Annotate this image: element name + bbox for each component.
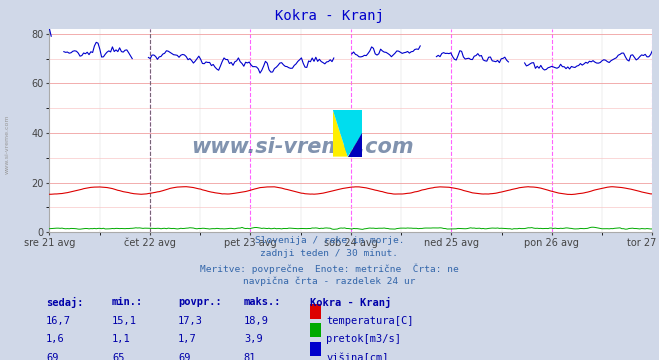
Text: maks.:: maks.:	[244, 297, 281, 307]
Text: 16,7: 16,7	[46, 316, 71, 326]
Text: Slovenija / reke in morje.: Slovenija / reke in morje.	[255, 236, 404, 245]
Text: 15,1: 15,1	[112, 316, 137, 326]
Text: zadnji teden / 30 minut.: zadnji teden / 30 minut.	[260, 249, 399, 258]
Text: Kokra - Kranj: Kokra - Kranj	[275, 9, 384, 23]
Text: 1,6: 1,6	[46, 334, 65, 345]
Text: 1,1: 1,1	[112, 334, 130, 345]
Text: 3,9: 3,9	[244, 334, 262, 345]
Text: višina[cm]: višina[cm]	[326, 353, 389, 360]
Text: 69: 69	[178, 353, 190, 360]
Polygon shape	[333, 110, 348, 157]
Text: navpična črta - razdelek 24 ur: navpična črta - razdelek 24 ur	[243, 277, 416, 286]
Text: 18,9: 18,9	[244, 316, 269, 326]
Text: 1,7: 1,7	[178, 334, 196, 345]
Text: povpr.:: povpr.:	[178, 297, 221, 307]
Text: Kokra - Kranj: Kokra - Kranj	[310, 297, 391, 308]
Text: min.:: min.:	[112, 297, 143, 307]
Polygon shape	[348, 133, 362, 157]
Text: www.si-vreme.com: www.si-vreme.com	[191, 137, 414, 157]
Text: sedaj:: sedaj:	[46, 297, 84, 308]
Polygon shape	[333, 110, 362, 157]
Text: 69: 69	[46, 353, 59, 360]
Text: www.si-vreme.com: www.si-vreme.com	[5, 114, 10, 174]
Text: 81: 81	[244, 353, 256, 360]
Polygon shape	[348, 133, 362, 157]
Text: 65: 65	[112, 353, 125, 360]
Text: temperatura[C]: temperatura[C]	[326, 316, 414, 326]
Text: Meritve: povprečne  Enote: metrične  Črta: ne: Meritve: povprečne Enote: metrične Črta:…	[200, 263, 459, 274]
Text: 17,3: 17,3	[178, 316, 203, 326]
Text: pretok[m3/s]: pretok[m3/s]	[326, 334, 401, 345]
